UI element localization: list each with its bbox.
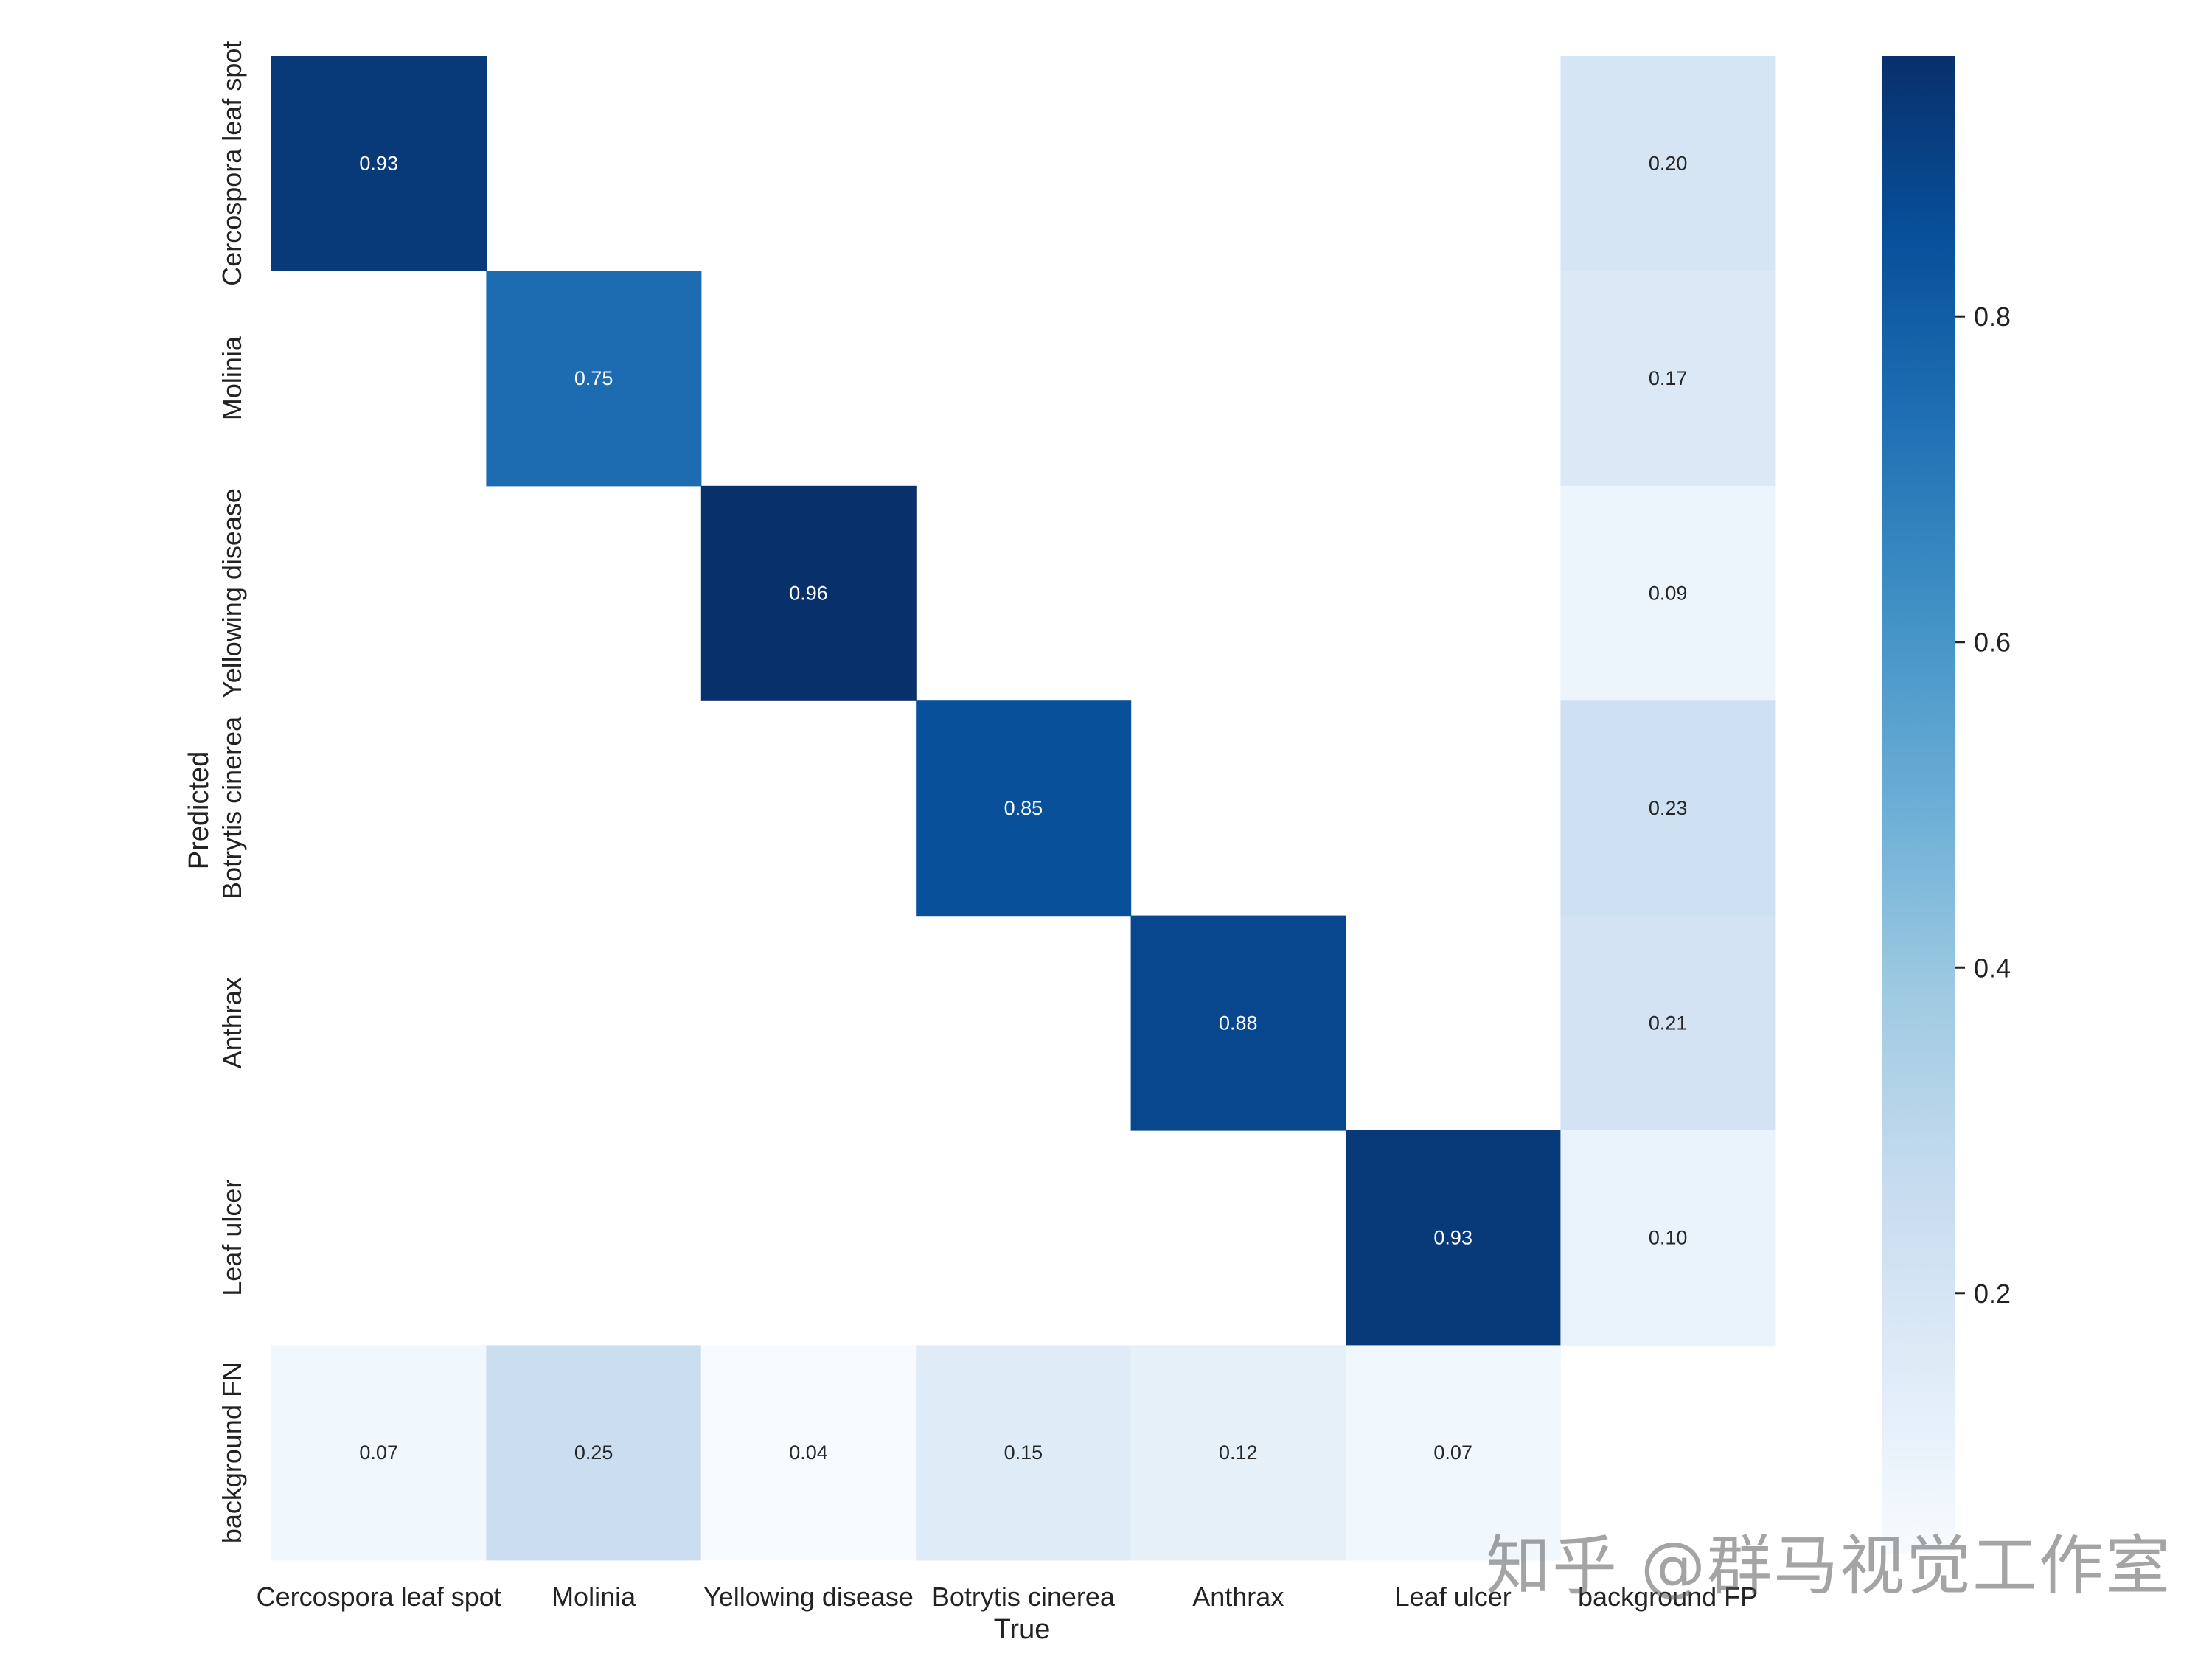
cell-value-label: 0.85 bbox=[1004, 797, 1043, 819]
y-tick-label: Molinia bbox=[217, 335, 247, 420]
heatmap-cell bbox=[1560, 700, 1776, 917]
heatmap-cell bbox=[1560, 915, 1776, 1131]
x-tick-label: background FP bbox=[1578, 1582, 1758, 1612]
heatmap-cell bbox=[271, 56, 487, 271]
cell-value-label: 0.20 bbox=[1649, 153, 1688, 175]
y-axis-title: Predicted bbox=[184, 751, 215, 870]
cell-value-label: 0.12 bbox=[1219, 1441, 1258, 1464]
heatmap-cell bbox=[1130, 915, 1346, 1131]
cell-value-label: 0.04 bbox=[789, 1441, 828, 1464]
cell-value-label: 0.07 bbox=[1433, 1441, 1472, 1464]
heatmap-cell bbox=[486, 271, 702, 487]
y-tick-labels: Cercospora leaf spot Molinia Yellowing dis… bbox=[217, 41, 247, 1544]
heatmap-cell bbox=[700, 1345, 917, 1561]
x-axis-title: True bbox=[994, 1614, 1051, 1645]
heatmap-cells bbox=[271, 56, 1776, 1561]
cell-value-label: 0.25 bbox=[574, 1441, 613, 1464]
colorbar-tick-label: 0.2 bbox=[1974, 1279, 2011, 1309]
heatmap-cell bbox=[700, 485, 917, 701]
heatmap-cell bbox=[271, 1345, 487, 1561]
x-tick-label: Anthrax bbox=[1192, 1582, 1284, 1612]
x-tick-label: Yellowing disease bbox=[703, 1582, 914, 1612]
colorbar-tick-label: 0.4 bbox=[1974, 953, 2011, 983]
colorbar-tick-label: 0.8 bbox=[1974, 302, 2011, 332]
cell-value-label: 0.96 bbox=[789, 582, 828, 605]
y-tick-label: Botrytis cinerea bbox=[217, 716, 247, 900]
y-tick-label: Yellowing disease bbox=[217, 488, 247, 698]
heatmap-cell bbox=[1346, 1130, 1561, 1346]
cell-value-label: 0.09 bbox=[1649, 582, 1688, 605]
cell-value-label: 0.88 bbox=[1219, 1012, 1258, 1034]
x-tick-label: Leaf ulcer bbox=[1395, 1582, 1512, 1612]
y-tick-label: Leaf ulcer bbox=[217, 1180, 247, 1296]
x-tick-label: Molinia bbox=[552, 1582, 636, 1612]
heatmap-cell bbox=[1130, 1345, 1346, 1561]
cell-value-label: 0.75 bbox=[574, 367, 613, 389]
heatmap-cell bbox=[1560, 1130, 1776, 1346]
x-tick-label: Botrytis cinerea bbox=[932, 1582, 1116, 1612]
heatmap-cell bbox=[1560, 56, 1776, 271]
y-tick-label: Cercospora leaf spot bbox=[217, 41, 247, 286]
heatmap-cell bbox=[486, 1345, 702, 1561]
heatmap-cell-labels: 0.93 0.20 0.75 0.17 0.96 0.09 0.85 0.23 0.88 0.21… bbox=[359, 153, 1687, 1464]
heatmap-cell bbox=[1346, 1345, 1561, 1561]
cell-value-label: 0.10 bbox=[1649, 1227, 1688, 1249]
heatmap-cell bbox=[916, 700, 1132, 917]
watermark-text: 知乎 @群马视觉工作室 bbox=[1486, 1528, 2171, 1604]
cell-value-label: 0.15 bbox=[1004, 1441, 1043, 1464]
cell-value-label: 0.17 bbox=[1649, 367, 1688, 389]
colorbar bbox=[1882, 56, 1955, 1554]
cell-value-label: 0.07 bbox=[359, 1441, 398, 1464]
cell-value-label: 0.23 bbox=[1649, 797, 1688, 819]
cell-value-label: 0.93 bbox=[359, 153, 398, 175]
x-tick-labels: Cercospora leaf spot Molinia Yellowing dis… bbox=[257, 1582, 1759, 1612]
cell-value-label: 0.93 bbox=[1433, 1227, 1472, 1249]
heatmap-cell bbox=[1560, 485, 1776, 701]
colorbar-tick-label: 0.6 bbox=[1974, 627, 2011, 658]
y-tick-label: Anthrax bbox=[217, 977, 247, 1068]
heatmap-cell bbox=[1560, 271, 1776, 487]
colorbar-ticks: 0.2 0.4 0.6 0.8 bbox=[1955, 302, 2011, 1309]
cell-value-label: 0.21 bbox=[1649, 1012, 1688, 1034]
x-tick-label: Cercospora leaf spot bbox=[257, 1582, 501, 1612]
heatmap-cell bbox=[916, 1345, 1132, 1561]
y-tick-label: background FN bbox=[217, 1362, 247, 1543]
